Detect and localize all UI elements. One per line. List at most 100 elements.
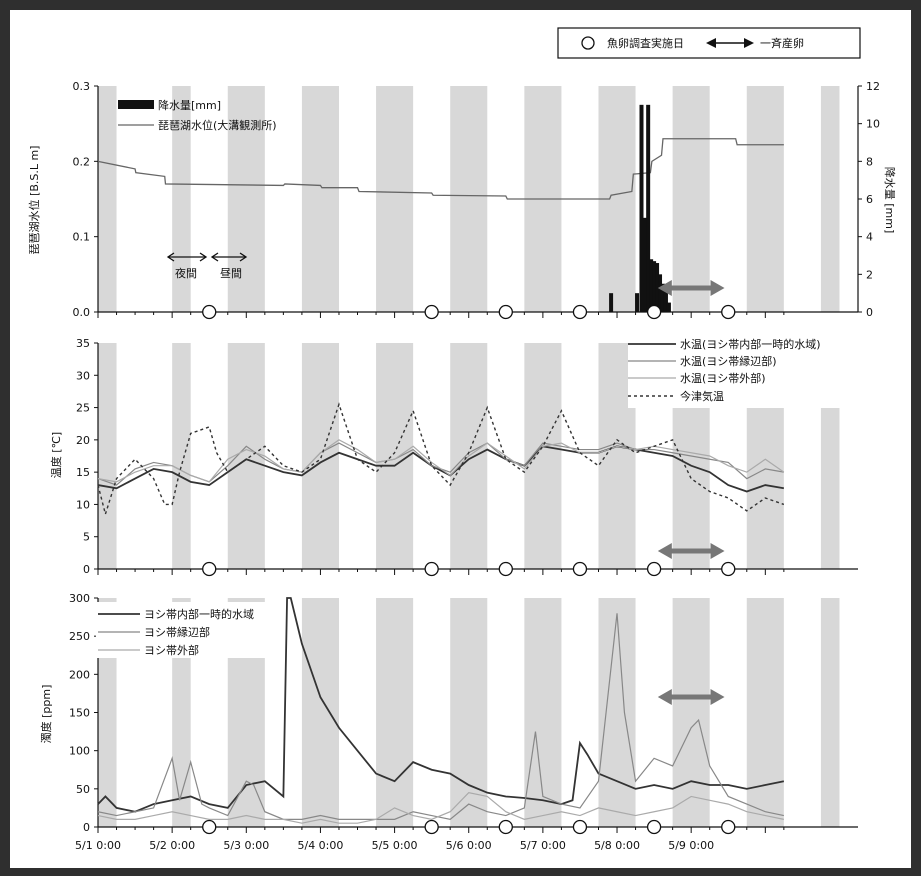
panel2-legend: 水温(ヨシ帯内部一時的水域) 水温(ヨシ帯縁辺部) 水温(ヨシ帯外部) 今津気温 (628, 337, 884, 408)
day-label: 昼間 (220, 267, 242, 280)
y2-tick-label: 6 (866, 193, 873, 206)
night-band (98, 343, 117, 569)
night-band (598, 598, 636, 827)
turbidity-edge-line (97, 613, 784, 821)
x-tick-label: 5/3 0:00 (223, 839, 269, 852)
spawning-arrow (657, 543, 725, 559)
survey-day-marker (202, 819, 217, 835)
precip-bar (655, 263, 660, 312)
night-band (98, 86, 117, 312)
legend-wt-inner-label: 水温(ヨシ帯内部一時的水域) (680, 337, 821, 351)
header-legend-spawning-label: 一斉産卵 (760, 36, 804, 50)
panel1-ylabel-right: 降水量 [mm] (883, 167, 897, 234)
x-tick-label: 5/7 0:00 (520, 839, 566, 852)
survey-day-marker (498, 561, 513, 577)
y-tick-label: 200 (69, 668, 90, 681)
water-temp-inner-line (97, 445, 785, 493)
x-tick-label: 5/8 0:00 (594, 839, 640, 852)
night-band (672, 598, 710, 827)
night-band (227, 86, 265, 312)
precip-bar (646, 104, 651, 312)
night-band (524, 343, 562, 569)
y-tick-label: 150 (69, 707, 90, 720)
air-temp-line (97, 402, 785, 517)
header-legend-arrow-icon (706, 38, 754, 48)
night-band (746, 86, 784, 312)
night-band (172, 343, 191, 569)
survey-day-marker (572, 304, 588, 320)
header-legend-survey-label: 魚卵調査実施日 (607, 36, 684, 50)
legend-precip-label: 降水量[mm] (158, 98, 221, 112)
night-band (301, 598, 339, 827)
survey-day-marker (646, 304, 662, 320)
turbidity-outer-line (97, 791, 784, 824)
legend-turb-edge-label: ヨシ帯縁辺部 (144, 625, 210, 639)
survey-day-marker (498, 819, 513, 835)
y2-tick-label: 0 (866, 306, 873, 319)
y-tick-label: 100 (69, 745, 90, 758)
survey-day-marker (424, 819, 439, 835)
y-tick-label: 20 (76, 434, 90, 447)
y-tick-label: 300 (69, 592, 90, 605)
legend-precip-swatch (118, 100, 154, 109)
precip-bar (649, 259, 654, 312)
precip-bar (609, 293, 614, 312)
y2-tick-label: 10 (866, 118, 880, 131)
night-label: 夜間 (175, 266, 197, 280)
survey-circle-icon (581, 36, 595, 50)
night-band (672, 86, 710, 312)
night-band (301, 86, 339, 312)
x-tick-label: 5/6 0:00 (446, 839, 492, 852)
night-day-annotation: 夜間 昼間 (166, 252, 248, 280)
y-tick-label: 50 (76, 783, 90, 796)
precip-bar (663, 289, 668, 312)
lake-level-line (97, 138, 784, 200)
y-tick-label: 10 (76, 498, 90, 511)
legend-lake-level-label: 琵琶湖水位(大溝観測所) (158, 118, 277, 132)
y-tick-label: 15 (76, 466, 90, 479)
water-temp-outer-line (97, 439, 785, 483)
spawning-arrow (657, 689, 725, 705)
legend-wt-outer-label: 水温(ヨシ帯外部) (680, 371, 766, 385)
legend-wt-edge-label: 水温(ヨシ帯縁辺部) (680, 354, 777, 368)
survey-day-marker (202, 304, 217, 320)
y-tick-label: 25 (76, 402, 90, 415)
night-band (746, 598, 784, 827)
night-band (820, 86, 840, 312)
survey-day-marker (572, 561, 588, 577)
precip-bar (635, 293, 640, 312)
survey-day-marker (721, 561, 736, 577)
precip-bar (643, 217, 648, 312)
survey-day-marker (572, 819, 588, 835)
survey-day-marker (424, 561, 439, 577)
y-tick-label: 0.3 (73, 80, 91, 93)
night-band (450, 86, 488, 312)
legend-air-temp-label: 今津気温 (680, 389, 724, 403)
precip-bar (652, 261, 657, 312)
night-band (376, 86, 414, 312)
y-tick-label: 5 (83, 531, 90, 544)
night-band (450, 598, 488, 827)
turbidity-inner-line (97, 597, 785, 813)
panel2-ylabel: 温度 [℃] (49, 432, 63, 478)
panel1-legend: 降水量[mm] 琵琶湖水位(大溝観測所) (118, 98, 277, 132)
y-tick-label: 30 (76, 369, 90, 382)
precip-bar (666, 302, 671, 312)
spawning-arrow (657, 280, 725, 296)
survey-day-marker (498, 304, 513, 320)
survey-day-marker (721, 819, 736, 835)
panel3-legend: ヨシ帯内部一時的水域 ヨシ帯縁辺部 ヨシ帯外部 (96, 602, 282, 658)
survey-day-marker (424, 304, 439, 320)
survey-day-marker (646, 819, 662, 835)
night-band (524, 598, 562, 827)
night-band (376, 598, 414, 827)
y-tick-label: 0 (83, 821, 90, 834)
y-tick-label: 0.0 (73, 306, 91, 319)
precip-bar (639, 104, 644, 312)
survey-day-marker (721, 304, 736, 320)
y2-tick-label: 12 (866, 80, 880, 93)
precip-bar (658, 274, 663, 312)
y-tick-label: 0.1 (73, 231, 91, 244)
